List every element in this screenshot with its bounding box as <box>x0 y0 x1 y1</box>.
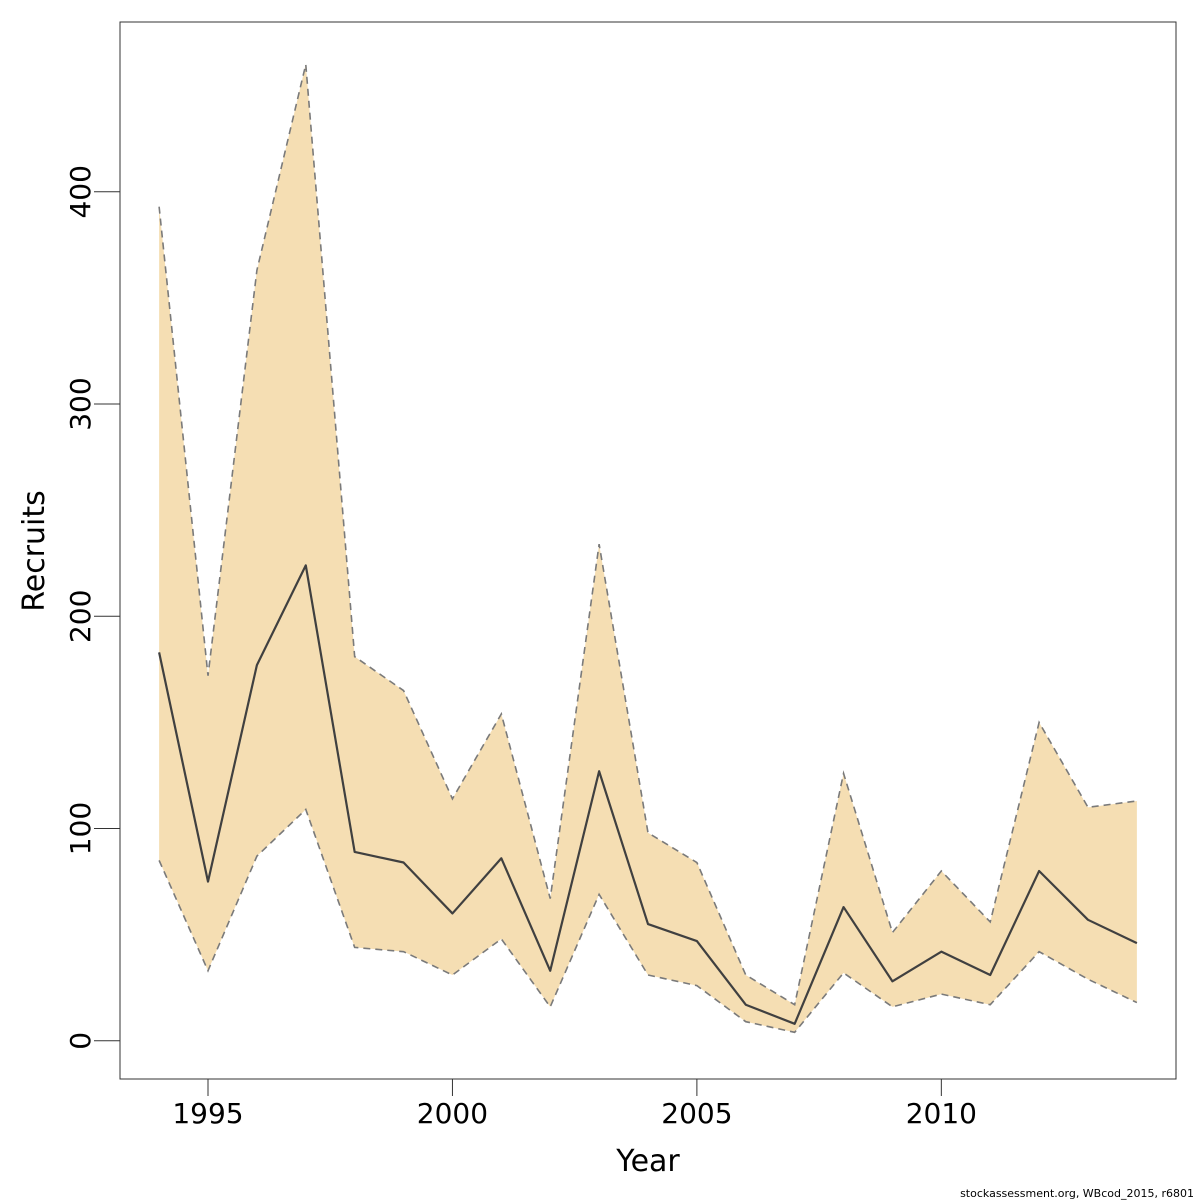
y-tick-label: 300 <box>64 377 97 430</box>
confidence-band-layer <box>158 64 1138 1034</box>
y-axis: 0 100 200 300 400 <box>64 165 120 1050</box>
x-axis-title: Year <box>615 1144 680 1179</box>
plot-frame <box>119 21 1177 1080</box>
x-tick-label: 2010 <box>906 1097 977 1130</box>
upper-bound-line <box>158 64 1137 1006</box>
x-tick-label: 1995 <box>172 1097 243 1130</box>
y-tick-label: 400 <box>64 165 97 218</box>
x-axis: 1995 2000 2005 2010 <box>172 1079 977 1130</box>
estimate-line-layer <box>158 564 1138 1025</box>
lower-bound-line <box>158 808 1138 1034</box>
footer-text: stockassessment.org, WBcod_2015, r6801 <box>960 1187 1194 1200</box>
y-tick-label: 0 <box>64 1032 97 1050</box>
y-axis-title: Recruits <box>17 490 52 612</box>
y-tick-label: 200 <box>64 590 97 643</box>
x-tick-label: 2000 <box>417 1097 488 1130</box>
y-tick-label: 100 <box>64 802 97 855</box>
x-tick-label: 2005 <box>661 1097 732 1130</box>
confidence-band <box>159 64 1137 1033</box>
